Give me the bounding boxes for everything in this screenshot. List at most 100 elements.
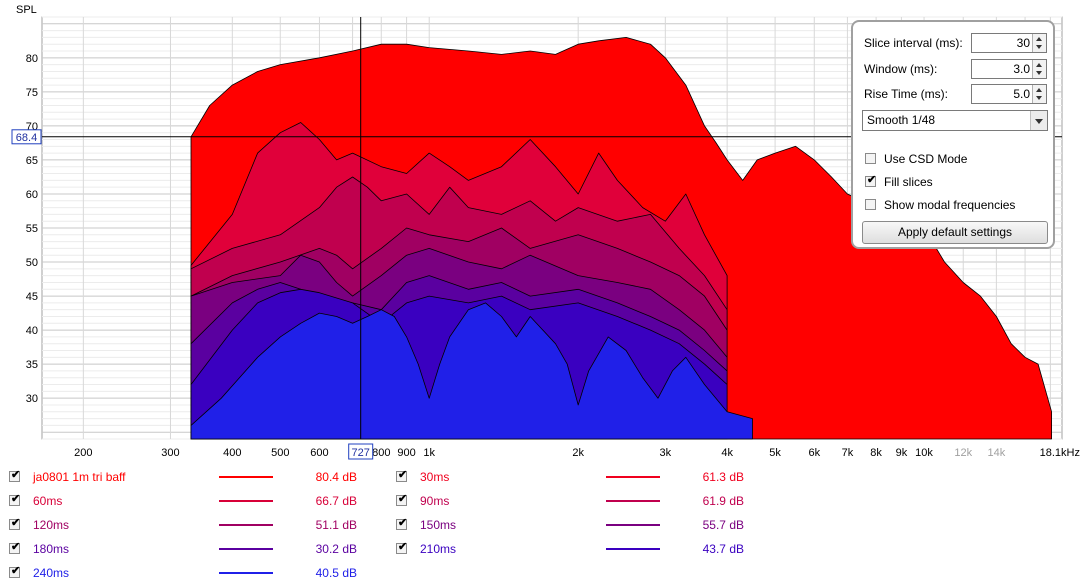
legend-series-name: ja0801 1m tri baff	[33, 470, 126, 484]
x-tick-label: 18.1kHz	[1040, 447, 1080, 459]
slice-area	[190, 302, 753, 440]
spin-down-icon[interactable]	[1036, 45, 1042, 49]
legend-checkbox[interactable]: ✔	[9, 565, 21, 578]
slice-interval-value[interactable]: 30	[1016, 36, 1030, 50]
window-value[interactable]: 3.0	[1013, 62, 1030, 76]
spin-up-icon[interactable]	[1036, 37, 1042, 41]
legend-checkbox[interactable]: ✔	[396, 493, 408, 506]
y-tick-label: 80	[26, 53, 38, 65]
legend-series-value: 51.1 dB	[315, 518, 357, 532]
legend-series-name: 90ms	[420, 494, 450, 508]
slice-areas	[190, 37, 1052, 440]
slice-interval-stepper[interactable]: 30	[971, 33, 1047, 53]
fill-slices-label: Fill slices	[884, 175, 933, 189]
use-csd-checkbox[interactable]	[865, 153, 876, 164]
x-tick-label: 14k	[987, 447, 1005, 459]
chevron-down-icon[interactable]	[1030, 111, 1047, 130]
legend-line-swatch	[219, 548, 273, 550]
x-tick-label: 7k	[842, 447, 854, 459]
legend-check: ✔	[11, 565, 21, 577]
legend-series-name: 30ms	[420, 470, 450, 484]
x-tick-label: 500	[271, 447, 289, 459]
window-label: Window (ms):	[864, 62, 938, 76]
legend-line-swatch	[606, 500, 660, 502]
legend-line-swatch	[606, 548, 660, 550]
legend-line-swatch	[219, 500, 273, 502]
y-tick-label: 75	[26, 87, 38, 99]
spin-up-icon[interactable]	[1036, 63, 1042, 67]
rise-time-stepper[interactable]: 5.0	[971, 84, 1047, 104]
rise-time-value[interactable]: 5.0	[1013, 87, 1030, 101]
legend-series-value: 61.3 dB	[702, 470, 744, 484]
legend-checkbox[interactable]: ✔	[9, 493, 20, 506]
legend-series-value: 66.7 dB	[315, 494, 357, 508]
x-tick-label: 300	[161, 447, 179, 459]
legend-checkbox[interactable]: ✔	[396, 541, 408, 554]
y-tick-label: 65	[26, 155, 38, 167]
slice-interval-spin-buttons[interactable]	[1032, 34, 1046, 52]
legend-line-swatch	[219, 476, 273, 478]
x-tick-label: 9k	[896, 447, 908, 459]
legend-line-swatch	[219, 572, 273, 574]
y-tick-label: 30	[26, 393, 38, 405]
x-tick-label: 4k	[721, 447, 733, 459]
rise-time-spin-buttons[interactable]	[1032, 85, 1046, 103]
legend-line-swatch	[219, 524, 273, 526]
legend-check: ✔	[398, 541, 408, 553]
legend-line-swatch	[606, 524, 660, 526]
legend-series-name: 120ms	[33, 518, 70, 532]
window-spin-buttons[interactable]	[1032, 60, 1046, 78]
y-tick-label: 40	[26, 325, 38, 337]
smoothing-value: Smooth 1/48	[867, 113, 936, 127]
x-tick-label: 10k	[915, 447, 933, 459]
x-tick-label: 12k	[954, 447, 972, 459]
apply-default-settings-button[interactable]: Apply default settings	[862, 221, 1048, 244]
legend-checkbox[interactable]: ✔	[9, 517, 21, 530]
legend-series-value: 55.7 dB	[702, 518, 744, 532]
legend-series-name: 60ms	[33, 494, 63, 508]
legend-series-name: 180ms	[33, 542, 70, 556]
smoothing-select[interactable]: Smooth 1/48	[862, 110, 1048, 131]
legend-checkbox[interactable]: ✔	[9, 469, 20, 482]
legend-series-name: 210ms	[420, 542, 457, 556]
x-tick-label: 3k	[660, 447, 672, 459]
x-tick-label: 800	[372, 447, 390, 459]
window-stepper[interactable]: 3.0	[971, 59, 1047, 79]
settings-panel: Slice interval (ms): 30 Window (ms): 3.0…	[851, 20, 1055, 249]
fill-slices-checkbox[interactable]: ✔	[865, 174, 877, 187]
legend-checkbox[interactable]: ✔	[396, 469, 408, 482]
x-tick-label: 200	[74, 447, 92, 459]
legend-check: ✔	[398, 469, 408, 481]
cursor-x-readout: 727	[352, 447, 370, 459]
legend-series-value: 30.2 dB	[315, 542, 357, 556]
spin-down-icon[interactable]	[1036, 96, 1042, 100]
spin-up-icon[interactable]	[1036, 88, 1042, 92]
legend-checkbox[interactable]: ✔	[396, 517, 408, 530]
legend-checkbox[interactable]: ✔	[9, 541, 20, 554]
legend-check: ✔	[398, 517, 408, 529]
y-tick-label: 45	[26, 291, 38, 303]
x-tick-label: 600	[310, 447, 328, 459]
show-modal-checkbox[interactable]	[865, 199, 876, 210]
x-tick-label: 2k	[572, 447, 584, 459]
x-tick-label: 400	[223, 447, 241, 459]
y-tick-label: 50	[26, 257, 38, 269]
fill-slices-check: ✔	[867, 174, 877, 186]
legend-series-name: 240ms	[33, 566, 70, 580]
legend-check: ✔	[398, 493, 408, 505]
x-tick-label: 6k	[808, 447, 820, 459]
legend-series-value: 43.7 dB	[702, 542, 744, 556]
spin-down-icon[interactable]	[1036, 71, 1042, 75]
show-modal-label: Show modal frequencies	[884, 198, 1016, 212]
cursor-y-readout: 68.4	[16, 132, 37, 144]
x-tick-label: 8k	[870, 447, 882, 459]
legend-series-value: 61.9 dB	[702, 494, 744, 508]
cursor-y-readout-box	[11, 129, 42, 145]
slice-interval-label: Slice interval (ms):	[864, 36, 963, 50]
x-tick-label: 5k	[769, 447, 781, 459]
legend-line-swatch	[606, 476, 660, 478]
legend-check: ✔	[11, 517, 21, 529]
legend-series-value: 80.4 dB	[315, 470, 357, 484]
